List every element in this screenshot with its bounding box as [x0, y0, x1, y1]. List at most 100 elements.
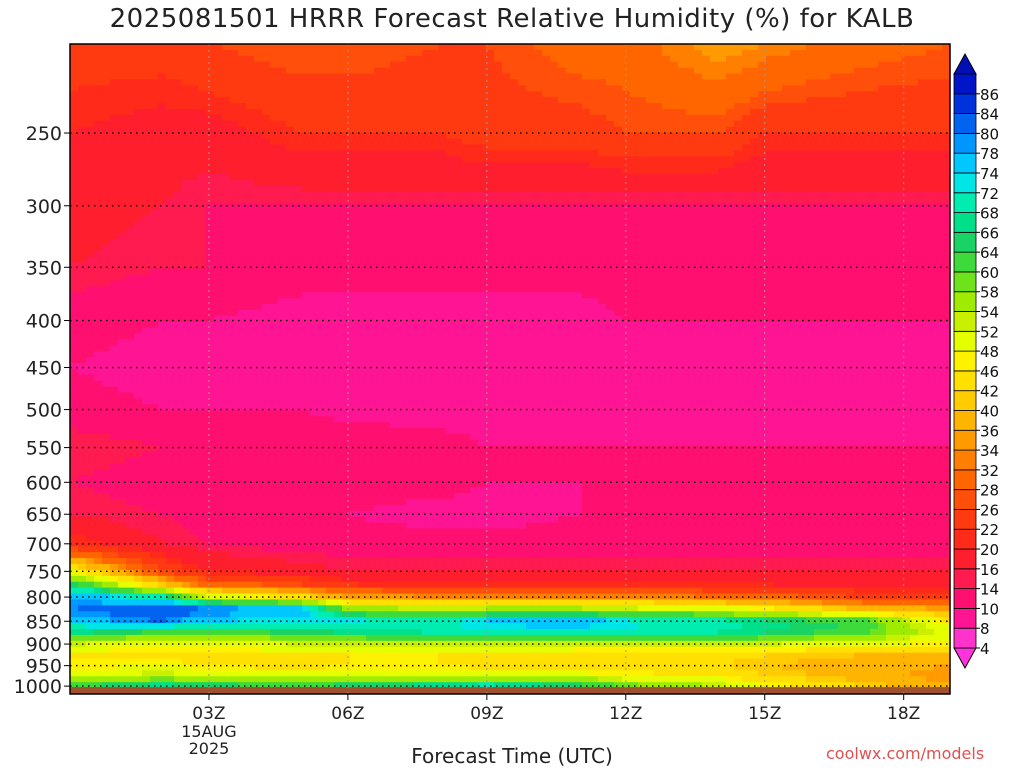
rh-cell: [534, 209, 543, 216]
rh-cell: [806, 97, 815, 104]
rh-cell: [326, 74, 335, 81]
rh-cell: [774, 121, 783, 128]
rh-cell: [118, 204, 127, 211]
rh-cell: [150, 44, 159, 51]
rh-cell: [326, 68, 335, 75]
rh-cell: [702, 304, 711, 311]
rh-cell: [262, 115, 271, 122]
rh-cell: [622, 239, 631, 246]
rh-cell: [710, 109, 719, 116]
rh-cell: [118, 221, 127, 228]
rh-cell: [342, 280, 351, 287]
rh-cell: [158, 103, 167, 110]
rh-cell: [566, 109, 575, 116]
rh-cell: [910, 257, 919, 264]
rh-cell: [878, 304, 887, 311]
rh-cell: [406, 56, 415, 63]
rh-cell: [174, 115, 183, 122]
rh-cell: [662, 115, 671, 122]
rh-cell: [278, 44, 287, 51]
rh-cell: [750, 186, 759, 193]
rh-cell: [278, 215, 287, 222]
rh-cell: [326, 79, 335, 86]
rh-cell: [886, 68, 895, 75]
rh-cell: [78, 274, 87, 281]
rh-cell: [526, 74, 535, 81]
rh-cell: [374, 180, 383, 187]
rh-cell: [158, 174, 167, 181]
rh-cell: [782, 204, 791, 211]
rh-cell: [190, 280, 199, 287]
rh-cell: [510, 245, 519, 252]
rh-cell: [110, 280, 119, 287]
rh-cell: [638, 162, 647, 169]
rh-cell: [134, 257, 143, 264]
rh-cell: [886, 103, 895, 110]
rh-cell: [830, 62, 839, 69]
rh-cell: [94, 298, 103, 305]
rh-cell: [430, 221, 439, 228]
rh-cell: [910, 280, 919, 287]
rh-cell: [310, 239, 319, 246]
rh-cell: [782, 274, 791, 281]
rh-cell: [838, 174, 847, 181]
rh-cell: [286, 274, 295, 281]
rh-cell: [534, 286, 543, 293]
rh-cell: [542, 280, 551, 287]
rh-cell: [174, 74, 183, 81]
rh-cell: [590, 298, 599, 305]
rh-cell: [422, 245, 431, 252]
rh-cell: [782, 62, 791, 69]
rh-cell: [342, 192, 351, 199]
rh-cell: [102, 79, 111, 86]
rh-cell: [926, 174, 935, 181]
rh-cell: [446, 233, 455, 240]
rh-cell: [166, 79, 175, 86]
rh-cell: [358, 74, 367, 81]
rh-cell: [150, 174, 159, 181]
rh-cell: [446, 227, 455, 234]
rh-cell: [70, 103, 79, 110]
rh-cell: [830, 269, 839, 276]
rh-cell: [150, 215, 159, 222]
rh-cell: [574, 44, 583, 51]
rh-cell: [566, 50, 575, 57]
rh-cell: [854, 269, 863, 276]
rh-cell: [70, 144, 79, 151]
rh-cell: [750, 174, 759, 181]
rh-cell: [102, 186, 111, 193]
rh-cell: [190, 251, 199, 258]
rh-cell: [534, 263, 543, 270]
rh-cell: [342, 50, 351, 57]
rh-cell: [638, 109, 647, 116]
rh-cell: [222, 280, 231, 287]
rh-cell: [422, 103, 431, 110]
rh-cell: [166, 44, 175, 51]
rh-cell: [750, 97, 759, 104]
rh-cell: [670, 74, 679, 81]
rh-cell: [870, 192, 879, 199]
rh-cell: [78, 156, 87, 163]
rh-cell: [150, 56, 159, 63]
rh-cell: [654, 180, 663, 187]
rh-cell: [670, 174, 679, 181]
rh-cell: [342, 298, 351, 305]
rh-cell: [798, 280, 807, 287]
rh-cell: [198, 239, 207, 246]
rh-cell: [326, 233, 335, 240]
rh-cell: [198, 233, 207, 240]
rh-cell: [542, 79, 551, 86]
rh-cell: [406, 233, 415, 240]
rh-cell: [126, 304, 135, 311]
rh-cell: [70, 79, 79, 86]
rh-cell: [646, 198, 655, 205]
rh-cell: [102, 162, 111, 169]
rh-cell: [206, 204, 215, 211]
rh-cell: [406, 274, 415, 281]
rh-cell: [198, 115, 207, 122]
rh-cell: [86, 109, 95, 116]
rh-cell: [886, 298, 895, 305]
rh-cell: [838, 269, 847, 276]
rh-cell: [686, 74, 695, 81]
rh-cell: [694, 251, 703, 258]
